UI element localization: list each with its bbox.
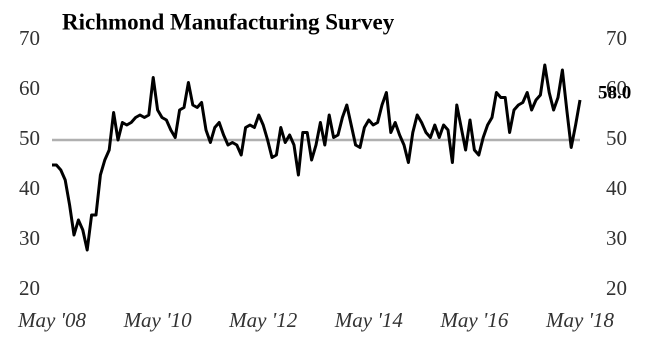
y-tick-label: 20 [19,276,40,300]
y2-tick-label: 50 [606,126,627,150]
x-tick-label: May '12 [228,308,298,332]
y-tick-label: 40 [19,176,40,200]
x-tick-label: May '10 [123,308,193,332]
y2-tick-label: 60 [606,76,627,100]
x-tick-label: May '16 [439,308,509,332]
chart-title: Richmond Manufacturing Survey [62,9,395,34]
y2-tick-label: 70 [606,26,627,50]
y2-tick-label: 30 [606,226,627,250]
y2-tick-label: 20 [606,276,627,300]
y-tick-label: 70 [19,26,40,50]
x-tick-label: May '18 [545,308,615,332]
y-tick-label: 50 [19,126,40,150]
y-tick-label: 30 [19,226,40,250]
y2-tick-label: 40 [606,176,627,200]
value-label: 58.0 [598,82,631,103]
y-tick-label: 60 [19,76,40,100]
line [52,63,582,252]
x-tick-label: May '08 [17,308,87,332]
x-tick-label: May '14 [334,308,404,332]
